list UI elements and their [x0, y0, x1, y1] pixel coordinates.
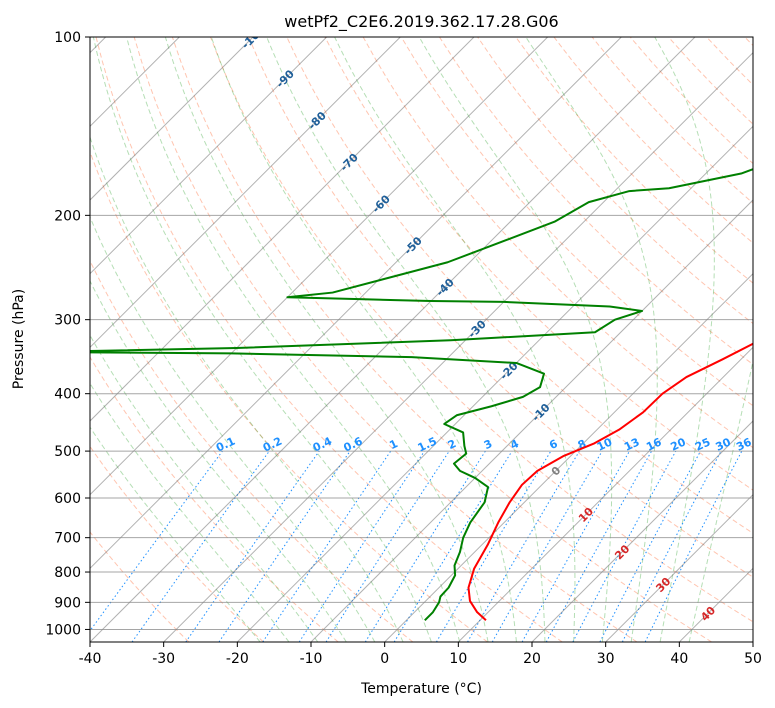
isotherm-line: [384, 272, 753, 642]
mixing-ratio-line: [521, 450, 630, 642]
x-tick-label: 50: [744, 651, 762, 667]
isotherm-line: [531, 420, 753, 642]
mixing-ratio-line: [325, 450, 450, 642]
dry-adiabat: [90, 531, 190, 642]
dry-adiabat: [400, 37, 753, 407]
y-tick-label: 700: [54, 531, 81, 547]
y-tick-label: 800: [54, 565, 81, 581]
moist-adiabat: [164, 37, 489, 642]
x-tick-label: -10: [300, 651, 323, 667]
moist-adiabat: [266, 37, 546, 642]
x-tick-label: 10: [449, 651, 467, 667]
mixing-ratio-label: 16: [644, 435, 664, 453]
mixing-ratio-line: [262, 450, 392, 642]
dry-adiabat: [248, 37, 753, 578]
mixing-ratio-line: [298, 450, 425, 642]
dry-adiabat: [133, 37, 638, 642]
y-tick-label: 400: [54, 387, 81, 403]
moist-adiabat: [90, 215, 376, 642]
isotherm-line: [457, 346, 753, 642]
isotherm-line: [90, 37, 328, 275]
moist-adiabat: [525, 37, 658, 642]
chart-series: [90, 168, 753, 622]
moist-adiabat: [688, 358, 753, 642]
moist-adiabat: [654, 37, 715, 642]
y-tick-label: 300: [54, 313, 81, 329]
mixing-ratio-label: 30: [713, 435, 733, 453]
x-tick-label: 20: [523, 651, 541, 667]
mixing-ratio-line: [218, 450, 351, 642]
moist-adiabat: [90, 334, 319, 642]
dry-adiabat: [210, 37, 753, 623]
moist-adiabat: [90, 426, 261, 642]
moist-adiabat: [92, 37, 432, 642]
dry-adiabat: [90, 356, 339, 642]
x-tick-label: 0: [380, 651, 389, 667]
y-tick-label: 100: [54, 30, 81, 46]
dry-adiabat: [90, 445, 264, 642]
isotherm-line: [90, 37, 696, 642]
dry-adiabat: [90, 259, 414, 642]
plot-frame: [89, 36, 754, 643]
mixing-ratio-line: [545, 450, 653, 642]
dewpoint-profile-line: [90, 168, 753, 621]
isotherm-line: [605, 493, 753, 642]
x-tick-label: 40: [670, 651, 688, 667]
dry-adiabat: [90, 150, 488, 642]
moist-adiabat: [90, 135, 404, 642]
x-axis-label: Temperature (°C): [360, 681, 482, 697]
mixing-ratio-line: [393, 450, 513, 642]
temperature-profile-line: [467, 342, 753, 622]
moist-adiabat: [126, 37, 461, 642]
chart-title: wetPf2_C2E6.2019.362.17.28.G06: [284, 12, 558, 32]
y-tick-label: 1000: [45, 622, 81, 638]
isotherm-line: [310, 199, 753, 642]
isotherm-line: [90, 37, 622, 570]
dry-adiabat: [324, 37, 753, 491]
mixing-ratio-line: [131, 450, 270, 642]
mixing-ratio-label: 36: [734, 435, 754, 453]
moist-adiabat: [418, 37, 613, 642]
isotherm-line: [90, 37, 549, 496]
isotherm-line: [90, 37, 254, 201]
isotherm-line: [236, 125, 753, 642]
moist-adiabat: [90, 382, 290, 642]
y-tick-label: 200: [54, 208, 81, 224]
mixing-ratio-label: 13: [622, 435, 641, 453]
mixing-ratio-label: 20: [668, 435, 688, 453]
x-tick-label: -20: [226, 651, 249, 667]
y-tick-label: 500: [54, 444, 81, 460]
dry-adiabat: [95, 37, 563, 642]
mixing-ratio-line: [644, 450, 743, 642]
mixing-ratio-line: [185, 450, 320, 642]
axis-ticks: -40 -30 -20 -10 0 10 20 30 40 50 100 200 300 400 500 60…: [45, 30, 762, 667]
x-tick-label: 30: [597, 651, 615, 667]
y-tick-label: 900: [54, 595, 81, 611]
y-axis-label: Pressure (hPa): [11, 289, 27, 389]
moist-adiabat: [334, 37, 576, 642]
chart-grid: [90, 37, 753, 642]
isotherm-line: [90, 37, 401, 349]
dry-adiabat: [515, 37, 753, 284]
mixing-ratio-label: 25: [693, 435, 712, 453]
mixing-ratio-line: [572, 450, 677, 642]
moist-adiabat: [210, 37, 517, 642]
x-tick-label: -40: [79, 651, 102, 667]
dry-adiabat: [171, 37, 712, 642]
dry-adiabat: [439, 37, 753, 366]
y-tick-label: 600: [54, 491, 81, 507]
mixing-ratio-line: [90, 450, 223, 632]
isotherm-line: [90, 37, 475, 422]
x-tick-label: -30: [152, 651, 175, 667]
